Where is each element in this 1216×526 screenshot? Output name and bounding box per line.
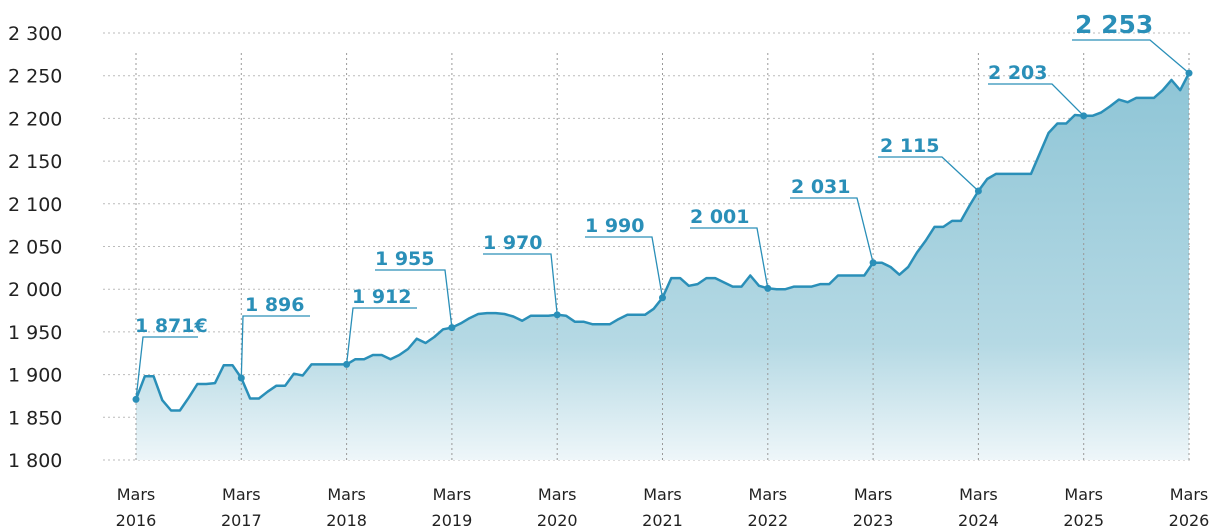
annotation-label: 1 990 [585,215,645,237]
y-tick-label: 2 100 [8,194,62,216]
annotation-leader [988,83,1085,117]
x-tick-label: Mars 2021 [642,485,683,526]
annotation-dot [448,324,456,332]
x-tick-label: Mars 2020 [537,485,578,526]
x-tick-label: Mars 2024 [958,485,999,526]
annotation-leader [135,336,198,400]
y-tick-label: 2 050 [8,237,62,259]
annotation-leader [483,253,558,315]
annotation-leader [585,236,664,298]
x-tick-label: Mars 2025 [1063,485,1104,526]
x-tick-label: Mars 2018 [326,485,367,526]
annotation-label: 1 871€ [135,315,208,337]
x-tick-label: Mars 2019 [432,485,473,526]
x-tick-label: Mars 2023 [853,485,894,526]
y-tick-label: 1 800 [8,450,62,472]
annotation-label: 1 970 [483,232,543,254]
annotation-leader [790,197,874,263]
annotation-dot [132,395,140,403]
y-tick-label: 2 250 [8,66,62,88]
annotation-dot [237,374,245,382]
annotation-dot [553,311,561,319]
annotation-leader [240,315,310,379]
annotation-dot [343,360,351,368]
annotation-label: 1 955 [375,248,435,270]
annotation-leader [878,156,979,192]
y-tick-label: 2 000 [8,279,62,301]
annotation-dot [764,284,772,292]
annotation-label: 2 001 [690,206,750,228]
annotation-label: 1 912 [352,286,412,308]
annotation-label: 2 253 [1075,10,1153,39]
annotation-label: 1 896 [245,294,305,316]
y-tick-label: 1 900 [8,365,62,387]
annotation-dot [1185,69,1193,77]
annotation-leader [690,227,769,289]
annotation-dot [1080,112,1088,120]
annotation-leader [345,307,417,365]
y-tick-label: 1 850 [8,407,62,429]
annotation-leader [1072,39,1190,74]
annotation-label: 2 115 [880,135,940,157]
y-tick-label: 2 200 [8,108,62,130]
x-tick-label: Mars 2026 [1169,485,1210,526]
y-tick-label: 2 150 [8,151,62,173]
y-tick-label: 1 950 [8,322,62,344]
annotation-dot [869,259,877,267]
annotation-dot [659,294,666,302]
annotation-leader [375,269,453,328]
y-tick-label: 2 300 [8,23,62,45]
annotation-label: 2 031 [791,176,851,198]
annotation-dot [974,187,982,195]
annotation-label: 2 203 [988,62,1048,84]
x-tick-label: Mars 2022 [747,485,788,526]
x-tick-label: Mars 2016 [116,485,157,526]
x-tick-label: Mars 2017 [221,485,262,526]
area [136,73,1189,460]
